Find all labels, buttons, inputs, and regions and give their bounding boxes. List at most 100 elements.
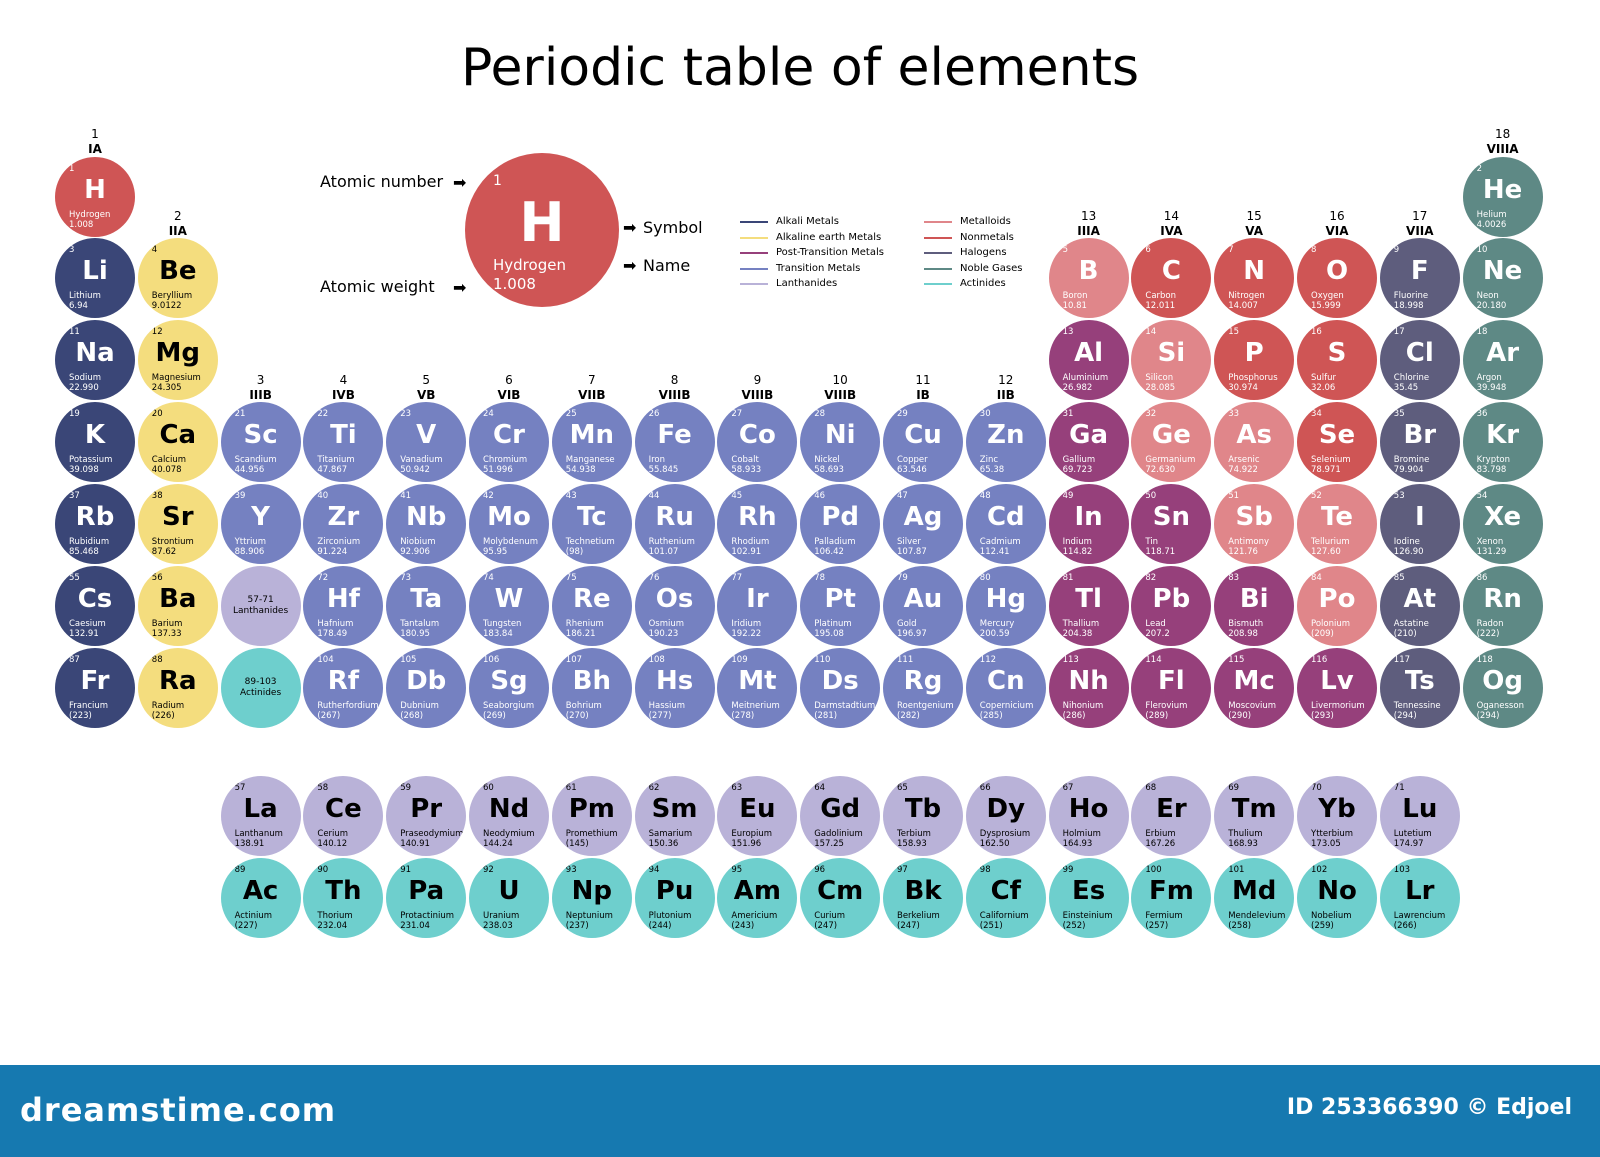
element-lv[interactable]: 116 Lv Livermorium (293) (1297, 648, 1377, 728)
element-k[interactable]: 19 K Potassium 39.098 (55, 402, 135, 482)
element-at[interactable]: 85 At Astatine (210) (1379, 566, 1460, 646)
element-nh[interactable]: 113 Nh Nihonium (286) (1048, 648, 1129, 728)
element-yb[interactable]: 70 Yb Ytterbium 173.05 (1297, 776, 1377, 856)
element-u[interactable]: 92 U Uranium 238.03 (469, 858, 549, 938)
element-rf[interactable]: 104 Rf Rutherfordium (267) (303, 648, 384, 728)
element-no[interactable]: 102 No Nobelium (259) (1297, 858, 1377, 938)
element-rh[interactable]: 45 Rh Rhodium 102.91 (717, 484, 798, 564)
element-y[interactable]: 39 Y Yttrium 88.906 (220, 484, 301, 564)
element-th[interactable]: 90 Th Thorium 232.04 (303, 858, 384, 938)
element-ca[interactable]: 20 Ca Calcium 40.078 (137, 402, 218, 482)
element-si[interactable]: 14 Si Silicon 28.085 (1131, 320, 1212, 400)
element-dy[interactable]: 66 Dy Dysprosium 162.50 (965, 776, 1046, 856)
element-cu[interactable]: 29 Cu Copper 63.546 (883, 402, 963, 482)
placeholder-lanthanides[interactable]: 57-71 Lanthanides (220, 566, 301, 646)
element-db[interactable]: 105 Db Dubnium (268) (386, 648, 467, 728)
element-cs[interactable]: 55 Cs Caesium 132.91 (55, 566, 135, 646)
element-c[interactable]: 6 C Carbon 12.011 (1131, 238, 1212, 318)
element-te[interactable]: 52 Te Tellurium 127.60 (1297, 484, 1377, 564)
element-tm[interactable]: 69 Tm Thulium 168.93 (1214, 776, 1295, 856)
element-re[interactable]: 75 Re Rhenium 186.21 (551, 566, 632, 646)
element-ds[interactable]: 110 Ds Darmstadtium (281) (800, 648, 881, 728)
element-pa[interactable]: 91 Pa Protactinium 231.04 (386, 858, 467, 938)
element-mo[interactable]: 42 Mo Molybdenum 95.95 (469, 484, 549, 564)
element-fl[interactable]: 114 Fl Flerovium (289) (1131, 648, 1212, 728)
element-pu[interactable]: 94 Pu Plutonium (244) (634, 858, 715, 938)
element-mn[interactable]: 25 Mn Manganese 54.938 (551, 402, 632, 482)
element-pt[interactable]: 78 Pt Platinum 195.08 (800, 566, 881, 646)
element-he[interactable]: 2 He Helium 4.0026 (1462, 157, 1543, 237)
element-cd[interactable]: 48 Cd Cadmium 112.41 (965, 484, 1046, 564)
element-po[interactable]: 84 Po Polonium (209) (1297, 566, 1377, 646)
element-sb[interactable]: 51 Sb Antimony 121.76 (1214, 484, 1295, 564)
element-pd[interactable]: 46 Pd Palladium 106.42 (800, 484, 881, 564)
element-cn[interactable]: 112 Cn Copernicium (285) (965, 648, 1046, 728)
element-o[interactable]: 8 O Oxygen 15.999 (1297, 238, 1377, 318)
element-os[interactable]: 76 Os Osmium 190.23 (634, 566, 715, 646)
element-ru[interactable]: 44 Ru Ruthenium 101.07 (634, 484, 715, 564)
element-lu[interactable]: 71 Lu Lutetium 174.97 (1379, 776, 1460, 856)
element-zn[interactable]: 30 Zn Zinc 65.38 (965, 402, 1046, 482)
element-co[interactable]: 27 Co Cobalt 58.933 (717, 402, 798, 482)
element-rn[interactable]: 86 Rn Radon (222) (1462, 566, 1543, 646)
element-nd[interactable]: 60 Nd Neodymium 144.24 (469, 776, 549, 856)
element-sn[interactable]: 50 Sn Tin 118.71 (1131, 484, 1212, 564)
element-rg[interactable]: 111 Rg Roentgenium (282) (883, 648, 963, 728)
element-hs[interactable]: 108 Hs Hassium (277) (634, 648, 715, 728)
element-cm[interactable]: 96 Cm Curium (247) (800, 858, 881, 938)
element-n[interactable]: 7 N Nitrogen 14.007 (1214, 238, 1295, 318)
element-rb[interactable]: 37 Rb Rubidium 85.468 (55, 484, 135, 564)
element-br[interactable]: 35 Br Bromine 79.904 (1379, 402, 1460, 482)
element-hf[interactable]: 72 Hf Hafnium 178.49 (303, 566, 384, 646)
element-au[interactable]: 79 Au Gold 196.97 (883, 566, 963, 646)
element-np[interactable]: 93 Np Neptunium (237) (551, 858, 632, 938)
element-sm[interactable]: 62 Sm Samarium 150.36 (634, 776, 715, 856)
element-v[interactable]: 23 V Vanadium 50.942 (386, 402, 467, 482)
element-pb[interactable]: 82 Pb Lead 207.2 (1131, 566, 1212, 646)
element-fr[interactable]: 87 Fr Francium (223) (55, 648, 135, 728)
element-ba[interactable]: 56 Ba Barium 137.33 (137, 566, 218, 646)
element-la[interactable]: 57 La Lanthanum 138.91 (220, 776, 301, 856)
element-cl[interactable]: 17 Cl Chlorine 35.45 (1379, 320, 1460, 400)
element-md[interactable]: 101 Md Mendelevium (258) (1214, 858, 1295, 938)
element-mg[interactable]: 12 Mg Magnesium 24.305 (137, 320, 218, 400)
element-sg[interactable]: 106 Sg Seaborgium (269) (469, 648, 549, 728)
element-f[interactable]: 9 F Fluorine 18.998 (1379, 238, 1460, 318)
element-bh[interactable]: 107 Bh Bohrium (270) (551, 648, 632, 728)
element-kr[interactable]: 36 Kr Krypton 83.798 (1462, 402, 1543, 482)
element-ho[interactable]: 67 Ho Holmium 164.93 (1048, 776, 1129, 856)
element-be[interactable]: 4 Be Beryllium 9.0122 (137, 238, 218, 318)
element-cr[interactable]: 24 Cr Chromium 51.996 (469, 402, 549, 482)
element-fe[interactable]: 26 Fe Iron 55.845 (634, 402, 715, 482)
element-li[interactable]: 3 Li Lithium 6.94 (55, 238, 135, 318)
element-p[interactable]: 15 P Phosphorus 30.974 (1214, 320, 1295, 400)
placeholder-actinides[interactable]: 89-103 Actinides (220, 648, 301, 728)
element-hg[interactable]: 80 Hg Mercury 200.59 (965, 566, 1046, 646)
element-in[interactable]: 49 In Indium 114.82 (1048, 484, 1129, 564)
element-ne[interactable]: 10 Ne Neon 20.180 (1462, 238, 1543, 318)
element-i[interactable]: 53 I Iodine 126.90 (1379, 484, 1460, 564)
element-mt[interactable]: 109 Mt Meitnerium (278) (717, 648, 798, 728)
element-ce[interactable]: 58 Ce Cerium 140.12 (303, 776, 384, 856)
element-ar[interactable]: 18 Ar Argon 39.948 (1462, 320, 1543, 400)
element-ge[interactable]: 32 Ge Germanium 72.630 (1131, 402, 1212, 482)
element-ag[interactable]: 47 Ag Silver 107.87 (883, 484, 963, 564)
element-sr[interactable]: 38 Sr Strontium 87.62 (137, 484, 218, 564)
element-tb[interactable]: 65 Tb Terbium 158.93 (883, 776, 963, 856)
element-s[interactable]: 16 S Sulfur 32.06 (1297, 320, 1377, 400)
element-ti[interactable]: 22 Ti Titanium 47.867 (303, 402, 384, 482)
element-bk[interactable]: 97 Bk Berkelium (247) (883, 858, 963, 938)
element-sc[interactable]: 21 Sc Scandium 44.956 (220, 402, 301, 482)
element-ta[interactable]: 73 Ta Tantalum 180.95 (386, 566, 467, 646)
element-as[interactable]: 33 As Arsenic 74.922 (1214, 402, 1295, 482)
element-ni[interactable]: 28 Ni Nickel 58.693 (800, 402, 881, 482)
element-tl[interactable]: 81 Tl Thallium 204.38 (1048, 566, 1129, 646)
element-b[interactable]: 5 B Boron 10.81 (1048, 238, 1129, 318)
element-nb[interactable]: 41 Nb Niobium 92.906 (386, 484, 467, 564)
element-gd[interactable]: 64 Gd Gadolinium 157.25 (800, 776, 881, 856)
element-w[interactable]: 74 W Tungsten 183.84 (469, 566, 549, 646)
element-na[interactable]: 11 Na Sodium 22.990 (55, 320, 135, 400)
element-lr[interactable]: 103 Lr Lawrencium (266) (1379, 858, 1460, 938)
element-mc[interactable]: 115 Mc Moscovium (290) (1214, 648, 1295, 728)
element-er[interactable]: 68 Er Erbium 167.26 (1131, 776, 1212, 856)
